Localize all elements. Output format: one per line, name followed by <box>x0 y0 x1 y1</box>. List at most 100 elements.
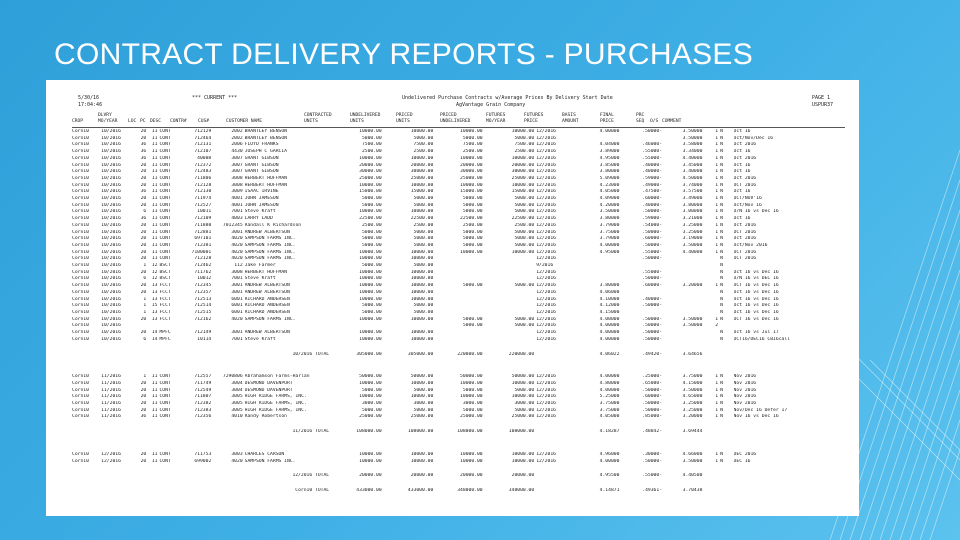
table-cell: 12/2016 <box>536 283 556 289</box>
table-cell: 5000.00 <box>361 236 382 242</box>
table-cell: 3.50000 <box>682 135 703 141</box>
table-row: Corn10 10/2016 20 11 CONT 7100001 4020 SAMPSON … <box>72 250 847 257</box>
table-cell: 5000.00 <box>514 196 535 202</box>
table-cell: 10000.00 <box>359 269 382 275</box>
table-cell: CONT <box>159 458 171 464</box>
column-header-top: PRC <box>636 113 645 118</box>
table-cell <box>101 473 135 480</box>
table-cell: 1 <box>715 401 719 407</box>
table-cell: 712381 <box>194 242 212 248</box>
table-cell: 711762 <box>194 269 212 275</box>
table-row: Corn10 10/2016 20 11 CONT 712881 3001 ANDREW AL… <box>72 230 847 237</box>
table-cell: 712162 <box>194 316 212 322</box>
report-page-number: PAGE 1 <box>812 95 831 101</box>
table-cell: 4.04000 <box>599 142 620 148</box>
table-cell: 13 <box>151 296 158 302</box>
table-cell: 5000.00 <box>514 387 535 393</box>
column-header-top: PRICED <box>396 113 413 118</box>
table-cell: 36 <box>140 155 147 161</box>
table-cell: FCCT <box>159 309 171 315</box>
table-cell: 12/2016 <box>536 229 556 235</box>
table-cell: 20 <box>140 387 147 393</box>
table-row: Corn10 10/2016 36 11 CONT 712131 2006 FLOYD FRA… <box>72 142 847 149</box>
table-cell: N <box>720 196 723 202</box>
table-cell: 1 <box>715 249 719 255</box>
table-cell: Nov 16 vs Dec 16 <box>733 414 779 420</box>
table-cell: 12/2016 <box>536 394 556 400</box>
table-cell: 10000.00 <box>359 209 382 215</box>
table-cell: N <box>720 142 723 148</box>
table-cell: 10000.00 <box>410 276 434 282</box>
column-header-top: PRICED <box>440 113 457 118</box>
table-cell: CONT <box>159 182 171 188</box>
table-row: Corn10 10/2016 20 11 CONT 712483 3007 GRANT GIB… <box>72 169 847 176</box>
table-cell: N <box>720 263 723 269</box>
table-row: Corn10 10/2016 20 13 FCCT 712345 3001 ANDREW AL… <box>72 283 847 290</box>
table-cell: 5000.00 <box>514 316 535 322</box>
table-cell: Nov 2016 <box>733 394 757 400</box>
table-cell: 3008 <box>231 182 243 188</box>
table-cell: CONT <box>159 142 171 148</box>
table-cell: .60000- <box>642 394 663 400</box>
table-cell: 3001 <box>231 229 243 235</box>
table-cell: 3004 <box>231 380 243 386</box>
table-cell: CONT <box>159 149 171 155</box>
table-cell: 1 <box>715 209 719 215</box>
table-cell: 3005 <box>231 394 243 400</box>
table-cell: .50000- <box>642 401 663 407</box>
table-cell: 11 <box>151 414 158 420</box>
table-cell <box>213 473 244 480</box>
table-cell: 10/2016 <box>101 316 121 322</box>
table-cell: CONT <box>159 414 171 420</box>
table-cell: 10000.00 <box>460 380 483 386</box>
table-cell: 10/2016 <box>101 330 121 336</box>
table-cell: 3001 <box>231 283 243 289</box>
table-cell <box>621 310 664 317</box>
table-cell: 25000.00 <box>359 414 382 420</box>
table-cell: 10000.00 <box>511 394 535 400</box>
table-cell: 712109 <box>194 216 212 222</box>
table-cell: 10000.00 <box>359 249 382 255</box>
table-cell: Corn10 <box>72 283 89 289</box>
table-cell <box>435 303 484 310</box>
table-row: Corn10 12/2016 20 11 CONT 711753 3003 CHARLES C… <box>72 452 847 459</box>
table-cell <box>435 330 484 337</box>
table-cell: N <box>720 336 723 342</box>
table-cell: 13 <box>151 309 158 315</box>
table-cell: 10/2016 <box>101 256 121 262</box>
table-cell: 712149 <box>194 330 212 336</box>
table-cell <box>664 263 704 270</box>
table-cell <box>664 290 704 297</box>
table-cell: 20 <box>140 394 147 400</box>
table-cell: 22500.00 <box>359 216 382 222</box>
table-cell: .50000- <box>642 209 663 215</box>
column-header: MO/YEAR <box>98 119 118 124</box>
spacer-row <box>72 480 847 488</box>
table-cell: .40000- <box>642 296 663 302</box>
table-cell: 5000.00 <box>462 236 483 242</box>
table-cell <box>664 310 704 317</box>
report-header: 5/30/16 17:04:46 *** CURRENT *** Undeliv… <box>72 93 845 113</box>
table-cell: 5000.00 <box>462 229 483 235</box>
table-cell: HERBERT HOFFMAN <box>244 269 287 275</box>
table-cell: 348000.00 <box>457 487 483 493</box>
table-cell: 7012345 <box>222 222 243 228</box>
table-cell: OCT 16 vs Dec 16 <box>733 316 779 322</box>
table-cell: 10/2016 TOTAL <box>292 351 330 357</box>
table-cell: .60000- <box>642 283 663 289</box>
table-cell: 6001 <box>231 303 243 309</box>
table-cell: 20000.00 <box>511 473 535 479</box>
table-cell: 10/2016 <box>101 289 121 295</box>
table-cell: 10000.00 <box>410 283 434 289</box>
column-header: CUS# <box>198 119 210 124</box>
table-cell: HERBERT HOFFMAN <box>244 182 287 188</box>
table-cell: JOHN JAMESON <box>244 196 279 202</box>
table-cell: 4.95000 <box>599 155 620 161</box>
column-header: CUSTOMER NAME <box>226 119 262 124</box>
table-cell: CONT <box>159 162 171 168</box>
table-cell: 10000.00 <box>410 380 434 386</box>
table-cell: Oct 2016 <box>733 155 757 161</box>
table-cell: 4.18287 <box>599 429 620 435</box>
table-cell: 12/2016 <box>536 387 556 393</box>
table-cell: 11 <box>151 222 158 228</box>
